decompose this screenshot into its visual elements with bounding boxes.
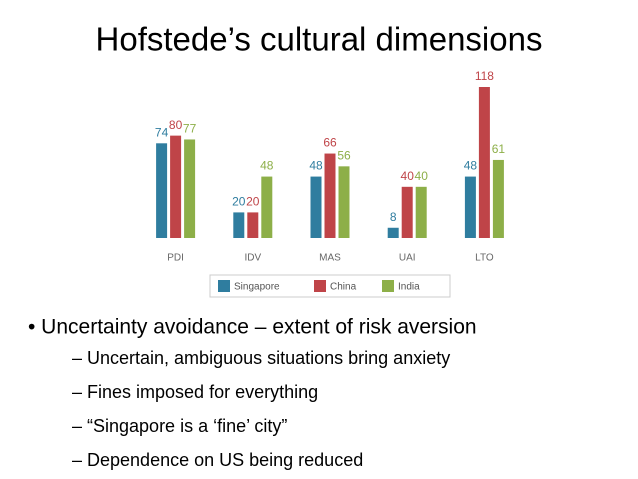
bar xyxy=(170,135,182,238)
x-tick-label: MAS xyxy=(319,253,341,264)
legend-swatch xyxy=(218,280,230,292)
bar xyxy=(415,186,427,238)
data-label: 66 xyxy=(323,136,337,150)
legend-swatch xyxy=(314,280,326,292)
sub-bullet: – Dependence on US being reduced xyxy=(72,450,363,470)
bar xyxy=(387,227,399,238)
sub-bullet: – Uncertain, ambiguous situations bring … xyxy=(72,348,450,368)
data-label: 20 xyxy=(246,195,260,209)
bar xyxy=(324,153,336,238)
legend-label: Singapore xyxy=(234,282,280,293)
data-label: 74 xyxy=(155,125,169,139)
legend-label: China xyxy=(330,282,357,293)
x-tick-label: IDV xyxy=(244,253,261,264)
bar xyxy=(233,212,245,238)
bar xyxy=(247,212,259,238)
sub-bullet: – Fines imposed for everything xyxy=(72,382,318,402)
bar xyxy=(261,176,273,238)
slide-title: Hofstede’s cultural dimensions xyxy=(96,21,543,58)
data-label: 118 xyxy=(475,69,494,83)
bar xyxy=(401,186,413,238)
data-label: 77 xyxy=(183,122,197,136)
bar xyxy=(184,139,196,238)
legend-label: India xyxy=(398,282,420,293)
bar xyxy=(492,159,504,238)
legend-swatch xyxy=(382,280,394,292)
data-label: 40 xyxy=(401,169,415,183)
data-label: 48 xyxy=(309,159,323,173)
data-label: 61 xyxy=(492,142,506,156)
x-tick-label: PDI xyxy=(167,253,184,264)
bar xyxy=(310,176,322,238)
bar xyxy=(338,166,350,238)
bullet: • Uncertainty avoidance – extent of risk… xyxy=(28,316,477,339)
x-tick-label: UAI xyxy=(399,253,416,264)
data-label: 48 xyxy=(464,159,478,173)
data-label: 48 xyxy=(260,159,274,173)
bar xyxy=(156,143,168,238)
sub-bullet: – “Singapore is a ‘fine’ city” xyxy=(72,416,287,436)
bar xyxy=(478,87,490,238)
x-tick-label: LTO xyxy=(475,253,494,264)
data-label: 8 xyxy=(390,210,397,224)
bar xyxy=(464,176,476,238)
data-label: 56 xyxy=(337,149,351,163)
data-label: 80 xyxy=(169,118,183,132)
data-label: 40 xyxy=(415,169,429,183)
data-label: 20 xyxy=(232,195,246,209)
